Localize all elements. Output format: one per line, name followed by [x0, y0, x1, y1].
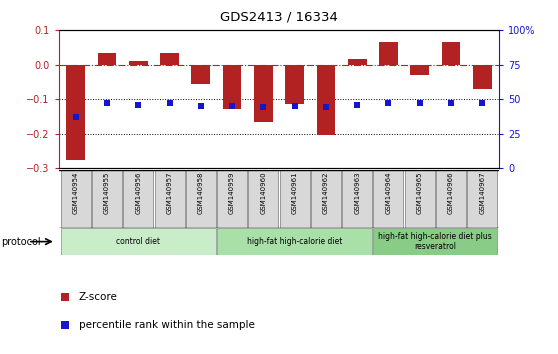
Text: GSM140965: GSM140965	[417, 172, 423, 214]
Bar	[405, 170, 435, 228]
Text: GSM140962: GSM140962	[323, 172, 329, 214]
Text: GSM140961: GSM140961	[292, 172, 297, 214]
Bar	[98, 52, 117, 65]
Text: high-fat high-calorie diet: high-fat high-calorie diet	[247, 237, 342, 246]
Text: GSM140957: GSM140957	[167, 172, 172, 214]
Bar	[66, 65, 85, 160]
Text: GSM140966: GSM140966	[448, 172, 454, 214]
Bar	[285, 65, 304, 104]
Text: GSM140960: GSM140960	[261, 172, 266, 214]
Bar	[316, 65, 335, 135]
Bar	[373, 170, 403, 228]
Bar	[473, 65, 492, 89]
Text: GSM140963: GSM140963	[354, 172, 360, 214]
Bar	[379, 42, 398, 65]
Bar	[61, 228, 216, 255]
Bar	[123, 170, 153, 228]
Bar	[441, 42, 460, 65]
Bar	[191, 65, 210, 84]
Bar	[373, 228, 497, 255]
Text: control diet: control diet	[116, 237, 160, 246]
Text: percentile rank within the sample: percentile rank within the sample	[79, 320, 254, 330]
Text: GSM140955: GSM140955	[104, 172, 110, 214]
Text: GSM140954: GSM140954	[73, 172, 79, 214]
Text: protocol: protocol	[1, 236, 41, 247]
Bar	[348, 59, 367, 65]
Bar	[342, 170, 372, 228]
Text: GSM140959: GSM140959	[229, 172, 235, 214]
Bar	[61, 170, 91, 228]
Text: GSM140967: GSM140967	[479, 172, 485, 214]
Text: GSM140958: GSM140958	[198, 172, 204, 214]
Bar	[129, 61, 148, 65]
Bar	[217, 170, 247, 228]
Bar	[217, 228, 372, 255]
Bar	[223, 65, 242, 109]
Bar	[155, 170, 185, 228]
Bar	[248, 170, 278, 228]
Bar	[410, 65, 429, 75]
Bar	[92, 170, 122, 228]
Bar	[280, 170, 310, 228]
Bar	[254, 65, 273, 121]
Bar	[160, 53, 179, 65]
Bar	[467, 170, 497, 228]
Text: GDS2413 / 16334: GDS2413 / 16334	[220, 11, 338, 24]
Text: high-fat high-calorie diet plus
resveratrol: high-fat high-calorie diet plus resverat…	[378, 232, 492, 251]
Bar	[436, 170, 466, 228]
Text: GSM140956: GSM140956	[135, 172, 141, 214]
Text: Z-score: Z-score	[79, 291, 118, 302]
Bar	[311, 170, 341, 228]
Text: GSM140964: GSM140964	[386, 172, 391, 214]
Bar	[186, 170, 216, 228]
